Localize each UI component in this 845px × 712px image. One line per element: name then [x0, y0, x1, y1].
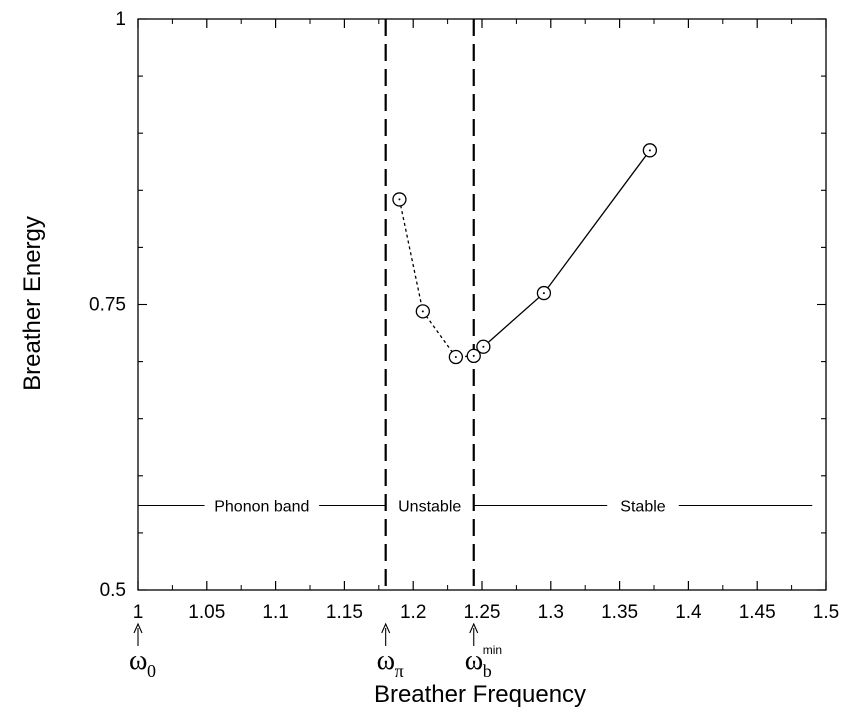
series-line-solid [473, 149, 651, 357]
marker-arrow-head [469, 622, 479, 634]
plot-area: 1 1.05 1.1 1.15 1.2 1.25 1.3 1.35 1.4 1.45 1.5 0.5 0… [89, 9, 839, 681]
x-tick-label: 1.2 [400, 602, 426, 623]
x-tick-label: 1.35 [601, 602, 638, 623]
omega-superscript: min [483, 643, 502, 657]
omega-subscript: π [395, 661, 404, 681]
x-tick-label: 1.05 [188, 602, 225, 623]
omega-symbol: ω [129, 645, 147, 676]
marker-arrow-head [133, 622, 143, 634]
region-label: Phonon band [214, 498, 309, 515]
x-tick-label: 1 [133, 602, 144, 623]
x-tick-label: 1.4 [675, 602, 702, 623]
data-point-dot [648, 149, 651, 152]
x-tick-label: 1.5 [813, 602, 839, 623]
region-label: Unstable [398, 498, 461, 515]
data-point-dot [482, 345, 485, 348]
data-point-dot [542, 292, 545, 295]
x-tick-label: 1.25 [464, 602, 501, 623]
data-point-dot [472, 354, 475, 357]
data-point-dot [398, 198, 401, 201]
x-tick-label: 1.15 [326, 602, 363, 623]
y-tick-label: 1 [115, 9, 126, 30]
region-label: Stable [620, 498, 665, 515]
series-line-dotted [398, 199, 474, 358]
omega-symbol: ω [465, 645, 483, 676]
marker-arrow-head [381, 622, 391, 634]
omega-subscript: 0 [147, 661, 156, 681]
x-tick-label: 1.1 [262, 602, 288, 623]
x-tick-label: 1.45 [739, 602, 776, 623]
data-point-dot [454, 356, 457, 359]
omega-symbol: ω [377, 645, 395, 676]
y-axis-title: Breather Energy [19, 216, 46, 391]
omega-subscript: b [483, 661, 492, 681]
data-point-dot [421, 310, 424, 313]
x-axis-title: Breather Frequency [374, 681, 586, 708]
y-tick-label: 0.75 [89, 295, 126, 316]
y-tick-label: 0.5 [100, 580, 126, 601]
x-tick-label: 1.3 [538, 602, 564, 623]
